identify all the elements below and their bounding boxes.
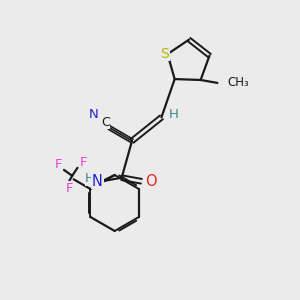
Text: N: N: [89, 108, 99, 121]
Text: F: F: [80, 156, 87, 169]
Text: H: H: [85, 172, 95, 185]
Text: C: C: [101, 116, 110, 129]
Text: N: N: [92, 174, 103, 189]
Text: O: O: [145, 174, 157, 189]
Text: S: S: [160, 46, 169, 61]
Text: O: O: [145, 174, 157, 189]
Text: F: F: [65, 182, 73, 195]
Text: F: F: [65, 182, 73, 195]
Text: N: N: [92, 174, 103, 189]
Text: F: F: [80, 156, 87, 169]
Text: F: F: [55, 158, 62, 171]
Text: H: H: [169, 109, 179, 122]
Text: F: F: [55, 158, 62, 171]
Text: H: H: [85, 172, 95, 185]
Text: H: H: [169, 109, 179, 122]
Text: S: S: [160, 46, 169, 61]
Text: N: N: [89, 108, 99, 121]
Text: CH₃: CH₃: [227, 76, 249, 89]
Text: C: C: [101, 116, 110, 129]
Text: CH₃: CH₃: [227, 76, 249, 89]
